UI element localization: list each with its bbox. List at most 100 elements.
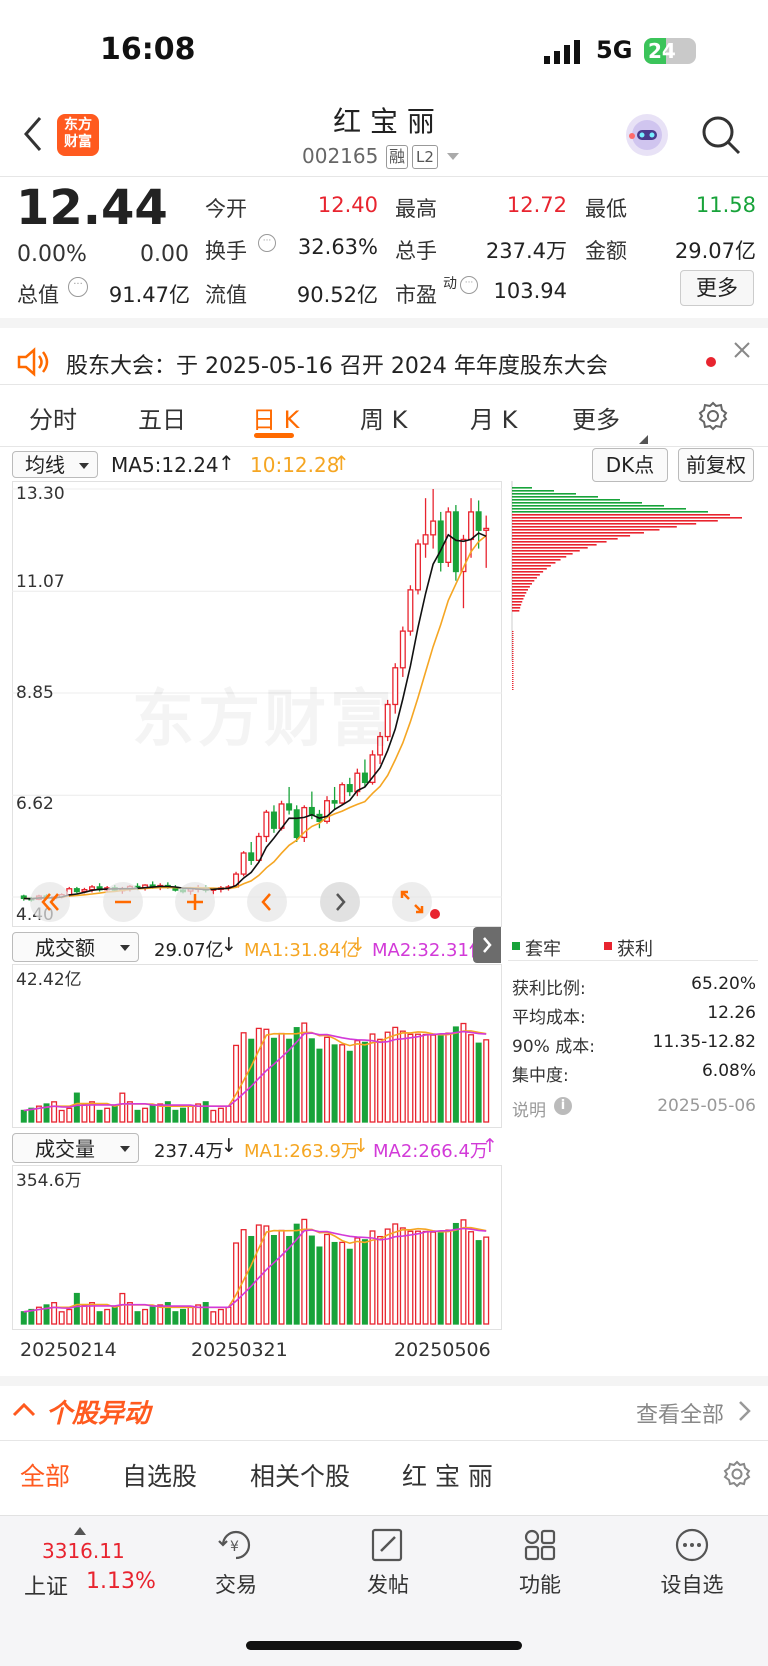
- subtab-all[interactable]: 全部: [20, 1462, 71, 1491]
- chip-bar: [512, 583, 532, 585]
- volume-bar: [111, 1105, 118, 1123]
- subtab-stock[interactable]: 红 宝 丽: [402, 1462, 493, 1491]
- fullscreen-button[interactable]: [392, 882, 432, 922]
- level2-badge: L2: [412, 145, 438, 169]
- chip-bar: [512, 514, 730, 516]
- chip-bar: [512, 607, 521, 609]
- volume-bar: [104, 1107, 111, 1123]
- volume-bar: [43, 1304, 50, 1325]
- volume-bar: [119, 1092, 126, 1123]
- indicator-selector[interactable]: 均线: [12, 451, 98, 478]
- ma5-label: MA5:12.24: [111, 453, 219, 477]
- chip-stat-value: 6.08%: [701, 1061, 756, 1081]
- candle-body: [475, 511, 482, 531]
- settings-gear-icon[interactable]: [722, 1459, 752, 1493]
- volume-bar: [217, 1308, 224, 1325]
- zoom-in-button[interactable]: [175, 882, 215, 922]
- search-icon[interactable]: [700, 114, 742, 160]
- active-tab-indicator: [254, 433, 294, 438]
- more-button[interactable]: 更多: [680, 270, 754, 306]
- view-all-link[interactable]: 查看全部: [636, 1397, 724, 1429]
- nav-add-watchlist[interactable]: 设自选: [652, 1527, 732, 1607]
- tab-five-day[interactable]: 五日: [138, 406, 186, 434]
- chevron-up-icon: [12, 1398, 36, 1426]
- volume-bar: [172, 1109, 179, 1123]
- settings-gear-icon[interactable]: [697, 400, 729, 436]
- app-logo[interactable]: 东方 财富: [57, 114, 99, 156]
- subtab-related[interactable]: 相关个股: [250, 1462, 351, 1491]
- chip-stat-label: 平均成本:: [512, 1008, 586, 1028]
- chip-bar: [512, 505, 664, 507]
- volume-bar-chart: [20, 1218, 490, 1325]
- chip-bar: [512, 677, 514, 678]
- double-chevron-left-icon: [41, 893, 59, 911]
- volume-bar: [339, 1044, 346, 1123]
- volume-bar: [96, 1109, 103, 1123]
- volume-bar: [301, 1022, 308, 1123]
- info-icon[interactable]: ···: [258, 234, 276, 252]
- robot-assistant-icon[interactable]: [626, 114, 668, 156]
- back-button[interactable]: [22, 116, 44, 156]
- chevron-right-icon[interactable]: [736, 1399, 752, 1427]
- tab-intraday[interactable]: 分时: [29, 406, 77, 434]
- amount-bar-chart: [20, 1022, 490, 1123]
- volume-value: 237.4万: [154, 1141, 224, 1162]
- chip-stat-label: 集中度:: [512, 1066, 569, 1086]
- chip-bar: [512, 529, 660, 531]
- close-icon[interactable]: [732, 340, 752, 364]
- volume-ma2-line: [23, 1227, 487, 1313]
- chip-note-label[interactable]: 说明: [512, 1101, 546, 1121]
- bottom-nav: [0, 1515, 768, 1666]
- candle-body: [331, 800, 338, 804]
- info-icon[interactable]: ···: [68, 277, 88, 297]
- volume-bar: [66, 1308, 73, 1325]
- notice-text[interactable]: 股东大会：于 2025-05-16 召开 2024 年年度股东大会: [66, 354, 608, 379]
- pe-superscript: 动: [443, 276, 457, 292]
- volume-indicator-selector[interactable]: 成交量: [12, 1133, 139, 1163]
- status-time: 16:08: [100, 32, 196, 67]
- rewind-button[interactable]: [30, 882, 70, 922]
- nav-post[interactable]: 发帖: [348, 1527, 428, 1607]
- edit-icon: [371, 1528, 403, 1562]
- volume-bar: [157, 1103, 164, 1123]
- volume-bar: [407, 1230, 414, 1325]
- dk-point-button[interactable]: DK点: [592, 448, 668, 482]
- kline-chart-frame: [12, 481, 502, 927]
- amount-indicator-selector[interactable]: 成交额: [12, 932, 139, 962]
- zoom-out-button[interactable]: [103, 882, 143, 922]
- index-widget[interactable]: 3316.11 上证 1.13%: [0, 1515, 160, 1615]
- volume-bar: [157, 1304, 164, 1325]
- tab-monthly-k[interactable]: 月 K: [470, 406, 518, 434]
- volume-bar: [339, 1241, 346, 1325]
- kline-chart[interactable]: [12, 481, 502, 927]
- expand-panel-button[interactable]: [473, 927, 501, 963]
- volume-bar: [414, 1230, 421, 1325]
- nav-functions[interactable]: 功能: [500, 1527, 580, 1607]
- candle-body: [483, 527, 490, 531]
- tab-more[interactable]: 更多: [572, 406, 620, 434]
- change-amount: 0.00: [140, 242, 189, 267]
- chevron-left-icon: [261, 893, 271, 911]
- nav-trade[interactable]: ¥ 交易: [196, 1527, 276, 1607]
- legend-profit-marker: [604, 942, 612, 950]
- info-circle-icon[interactable]: i: [554, 1097, 572, 1115]
- chip-bar: [512, 526, 677, 528]
- arrow-up-icon: ↑: [482, 1135, 498, 1157]
- volume-bar: [293, 1223, 300, 1325]
- amount-label: 金额: [585, 239, 627, 263]
- info-icon[interactable]: ···: [460, 276, 478, 294]
- tab-daily-k[interactable]: 日 K: [252, 406, 300, 434]
- candle-body: [452, 511, 459, 573]
- candle-body: [255, 835, 262, 861]
- low-label: 最低: [585, 197, 627, 221]
- dropdown-arrow-icon[interactable]: [447, 153, 459, 160]
- mktcap-label: 总值: [17, 283, 59, 307]
- adjust-button[interactable]: 前复权: [678, 448, 754, 482]
- ma10-line: [23, 534, 487, 900]
- scroll-right-button[interactable]: [320, 882, 360, 922]
- subtab-watchlist[interactable]: 自选股: [122, 1462, 198, 1491]
- tab-weekly-k[interactable]: 周 K: [360, 406, 408, 434]
- scroll-left-button[interactable]: [247, 882, 287, 922]
- volume-bar: [225, 1105, 232, 1123]
